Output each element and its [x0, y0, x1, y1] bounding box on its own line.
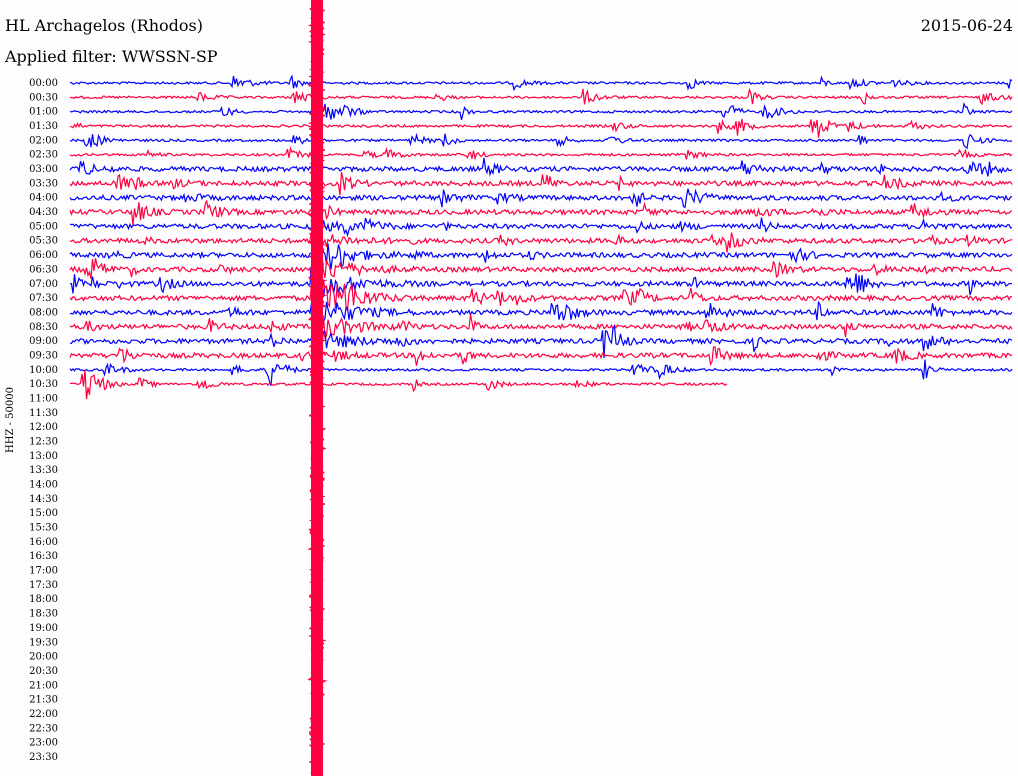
- row-label: 16:30: [29, 551, 58, 562]
- row-label: 00:30: [29, 92, 58, 103]
- trace: [69, 217, 1013, 238]
- trace: [69, 254, 1013, 286]
- row-label: 03:00: [29, 164, 58, 175]
- row-label: 06:30: [29, 264, 58, 275]
- station-title: HL Archagelos (Rhodos): [5, 16, 203, 35]
- trace: [69, 146, 1013, 161]
- row-label: 18:30: [29, 609, 58, 620]
- row-label: 10:00: [29, 365, 58, 376]
- trace: [69, 290, 1013, 325]
- row-label: 19:00: [29, 623, 58, 634]
- trace: [69, 346, 1013, 367]
- row-label: 12:00: [29, 422, 58, 433]
- trace: [69, 243, 1013, 270]
- row-label: 21:30: [29, 695, 58, 706]
- row-label: 04:30: [29, 207, 58, 218]
- trace: [69, 87, 1013, 106]
- row-label: 14:30: [29, 494, 58, 505]
- trace: [69, 264, 1013, 299]
- row-label: 17:30: [29, 580, 58, 591]
- row-label: 04:00: [29, 193, 58, 204]
- row-label: 08:00: [29, 307, 58, 318]
- row-label: 02:00: [29, 135, 58, 146]
- row-label: 16:00: [29, 537, 58, 548]
- row-label: 05:30: [29, 236, 58, 247]
- trace: [69, 359, 1013, 386]
- row-label: 07:00: [29, 279, 58, 290]
- trace: [69, 132, 1013, 150]
- row-label: 09:00: [29, 336, 58, 347]
- row-label: 01:00: [29, 107, 58, 118]
- row-label: 14:00: [29, 480, 58, 491]
- row-label: 10:30: [29, 379, 58, 390]
- trace: [69, 324, 1013, 359]
- row-label: 23:30: [29, 752, 58, 763]
- row-label: 19:30: [29, 637, 58, 648]
- row-label: 15:00: [29, 508, 58, 519]
- row-label: 15:30: [29, 523, 58, 534]
- row-label: 23:00: [29, 738, 58, 749]
- row-label: 21:00: [29, 680, 58, 691]
- row-label: 06:00: [29, 250, 58, 261]
- row-label: 11:00: [29, 393, 58, 404]
- row-label: 12:30: [29, 437, 58, 448]
- row-label: 08:30: [29, 322, 58, 333]
- trace: [69, 171, 1013, 196]
- row-label: 11:30: [29, 408, 58, 419]
- row-label: 00:00: [29, 78, 58, 89]
- row-label: 09:30: [29, 350, 58, 361]
- trace: [69, 200, 1013, 226]
- trace: [69, 369, 728, 400]
- row-label: 03:30: [29, 178, 58, 189]
- row-label: 17:00: [29, 566, 58, 577]
- row-label: 22:30: [29, 723, 58, 734]
- row-label: 02:30: [29, 150, 58, 161]
- date: 2015-06-24: [921, 16, 1013, 35]
- row-label: 07:30: [29, 293, 58, 304]
- row-label: 18:00: [29, 594, 58, 605]
- channel-label: HHZ - 50000: [5, 387, 16, 453]
- trace: [69, 188, 1013, 209]
- trace: [69, 314, 1013, 341]
- event-trace: [306, 0, 328, 776]
- trace: [69, 74, 1013, 92]
- row-label: 13:00: [29, 451, 58, 462]
- row-label: 05:00: [29, 221, 58, 232]
- trace: [69, 118, 1013, 138]
- trace: [69, 157, 1013, 177]
- row-label: 20:30: [29, 666, 58, 677]
- filter-label: Applied filter: WWSSN-SP: [4, 47, 218, 66]
- row-label: 01:30: [29, 121, 58, 132]
- trace: [69, 280, 1013, 315]
- row-labels: 00:00 00:30 01:00 01:30 02:00 02:30 03:00 03:30…: [29, 78, 58, 763]
- row-label: 13:30: [29, 465, 58, 476]
- row-label: 22:00: [29, 709, 58, 720]
- trace: [69, 232, 1013, 253]
- traces: [69, 0, 1013, 776]
- row-label: 20:00: [29, 652, 58, 663]
- trace: [69, 101, 1013, 120]
